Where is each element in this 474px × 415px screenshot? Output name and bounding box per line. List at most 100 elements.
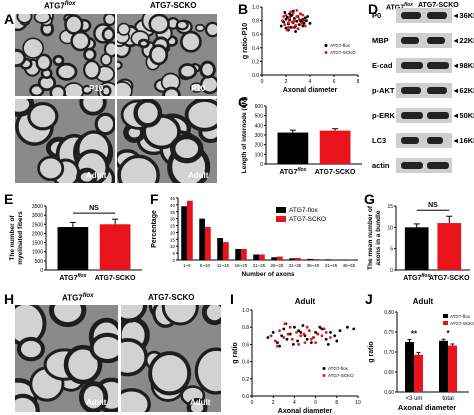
- bar: [331, 259, 337, 260]
- myelinated-axon: [149, 44, 169, 66]
- category-label: ATG7-SCKO: [315, 169, 356, 176]
- bar: [99, 224, 131, 270]
- y-tick-label: 0: [40, 268, 43, 274]
- bar: [57, 227, 89, 270]
- scatter-point: [288, 332, 292, 336]
- scatter-point: [276, 341, 279, 345]
- myelinated-axon: [204, 21, 217, 38]
- x-tick-label: 26~30: [271, 263, 284, 268]
- bar: [289, 258, 295, 260]
- y-tick-label: 0.2: [242, 377, 249, 383]
- em-image-h-adult-scko: [121, 305, 221, 412]
- em-image-a-adult-flox: [15, 99, 115, 183]
- y-tick-label: 2500: [32, 222, 43, 228]
- scatter-point: [305, 19, 308, 22]
- myelinated-axon: [16, 14, 33, 24]
- scatter-point: [302, 19, 306, 22]
- bar: [253, 254, 259, 260]
- blot-kda-marker: ◄50KDa: [452, 111, 474, 120]
- y-tick-label: 5: [172, 251, 175, 256]
- scatter-point: [283, 11, 287, 14]
- myelinated-axon: [121, 388, 151, 412]
- x-tick-label: 31~35: [289, 263, 302, 268]
- y-tick-label: 100: [255, 152, 264, 158]
- y-tick-label: 3000: [32, 213, 43, 219]
- scatter-point: [320, 334, 324, 338]
- y-tick-label: 25: [170, 224, 176, 229]
- y-axis-label: Percentage: [151, 210, 158, 248]
- myelinated-axon: [117, 60, 123, 70]
- scatter-point: [316, 332, 320, 336]
- x-tick-label: <3 um: [406, 396, 423, 402]
- chart-c-internode-length: 0 100 200 300 400 500 600 ATG7flox ATG7-SCKO Leng…: [241, 97, 362, 176]
- myelinated-axon: [180, 30, 202, 53]
- x-tick-label: 2: [285, 79, 288, 85]
- em-image-a-adult-scko: [117, 99, 217, 183]
- y-tick-label: 0.4: [242, 360, 249, 366]
- y-tick-label: 5: [390, 247, 393, 253]
- y-tick-label: 45: [170, 196, 176, 201]
- chart-title: Adult: [413, 297, 434, 306]
- scatter-point: [299, 330, 303, 334]
- panel-h-header-scko: ATG7-SCKO: [148, 293, 195, 302]
- scatter-point: [294, 30, 297, 33]
- myelinated-axon: [121, 305, 148, 323]
- scatter-point: [287, 21, 290, 25]
- legend-marker: [324, 44, 328, 47]
- chart-b-scatter-p10: 0.0 0.2 0.4 0.6 0.8 1.0 0 2 4 6 8 Axonal diameter g …: [242, 5, 360, 92]
- bar: [199, 218, 205, 260]
- y-axis-label: g ratio-P10: [242, 23, 249, 59]
- panel-label-e: E: [4, 191, 14, 207]
- legend-label: ATG7-SCKO: [330, 50, 356, 55]
- blot-band: [401, 162, 423, 169]
- scatter-point: [303, 16, 307, 20]
- y-tick-label: 0.70: [384, 350, 394, 356]
- y-tick-label: 500: [35, 259, 44, 265]
- x-tick-label: 0: [261, 79, 264, 85]
- y-tick-label: 0.80: [384, 310, 394, 316]
- myelinated-axon: [15, 393, 40, 412]
- scatter-point: [291, 26, 295, 29]
- x-axis-label: Axonal diameter: [278, 408, 333, 415]
- chart-i-scatter-adult: 0.0 0.2 0.4 0.6 0.8 1.0 0 2 4 6 8 10 Axonal diameter…: [232, 297, 361, 415]
- myelinated-axon: [137, 38, 150, 49]
- blot-band: [401, 137, 419, 144]
- scatter-point: [296, 27, 300, 31]
- em-image-h-adult-flox: [15, 305, 118, 412]
- scatter-point: [318, 325, 322, 329]
- scatter-point: [300, 21, 303, 25]
- myelinated-axon: [103, 14, 115, 26]
- myelinated-axon: [81, 84, 93, 95]
- myelinated-axon: [161, 305, 199, 326]
- x-axis-label: Axonal diameter: [283, 87, 338, 92]
- scatter-point: [329, 330, 332, 334]
- myelinated-axon: [15, 48, 27, 68]
- y-axis-label: g ratio: [368, 341, 375, 362]
- myelinated-axon: [37, 155, 65, 182]
- em-tag-p10-right: P10: [191, 84, 206, 93]
- legend-marker: [322, 374, 326, 377]
- scatter-point: [279, 24, 283, 28]
- blot-strip: [396, 58, 452, 73]
- scatter-point: [271, 330, 275, 334]
- scatter-point: [294, 23, 297, 27]
- scatter-point: [289, 14, 293, 18]
- blot-band: [427, 62, 449, 69]
- y-tick-label: 0.8: [242, 325, 249, 331]
- scatter-point: [352, 327, 356, 331]
- myelinated-axon: [63, 344, 103, 385]
- blot-band: [427, 87, 447, 94]
- myelinated-axon: [184, 99, 217, 132]
- myelinated-axon: [22, 37, 44, 59]
- x-tick-label: 21~25: [253, 263, 266, 268]
- scatter-point: [284, 17, 288, 21]
- scatter-point: [295, 9, 299, 12]
- x-tick-label: 1~5: [183, 263, 191, 268]
- panel-label-j: J: [365, 291, 373, 307]
- scatter-point: [280, 334, 284, 338]
- myelinated-axon: [89, 332, 118, 364]
- scatter-point: [285, 28, 289, 32]
- y-tick-label: 0.60: [384, 390, 394, 396]
- y-tick-label: 0.75: [384, 330, 394, 336]
- legend-marker: [443, 321, 448, 325]
